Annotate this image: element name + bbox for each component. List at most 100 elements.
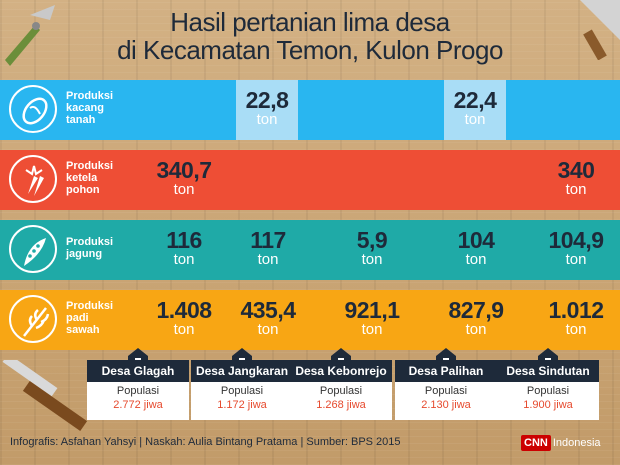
population-card: Populasi 1.268 jiwa (290, 382, 392, 420)
data-cell: 22,8 ton (236, 80, 298, 140)
row-label: Produksi jagung (66, 236, 138, 260)
data-value: 22,4 (453, 87, 497, 113)
data-value: 104 (457, 227, 495, 253)
data-unit: ton (256, 111, 278, 128)
cassava-icon (9, 155, 57, 203)
population-label: Populasi (424, 385, 468, 397)
village-name: Desa Kebonrejo (290, 360, 392, 382)
data-cell: 5,9 ton (326, 220, 418, 280)
population-value: 1.268 jiwa (316, 399, 366, 411)
village-card: Desa Glagah Populasi 2.772 jiwa (87, 348, 189, 420)
data-unit: ton (361, 321, 383, 338)
village-card: Desa Palihan Populasi 2.130 jiwa (395, 348, 497, 420)
population-value: 1.900 jiwa (523, 399, 573, 411)
data-value: 340 (557, 157, 595, 183)
data-cell: 104 ton (430, 220, 522, 280)
data-unit: ton (361, 251, 383, 268)
cnn-indonesia-logo: CNN Indonesia (521, 434, 601, 452)
data-value: 104,9 (548, 227, 604, 253)
data-unit: ton (173, 321, 195, 338)
village-name: Desa Palihan (395, 360, 497, 382)
population-value: 2.772 jiwa (113, 399, 163, 411)
data-unit: ton (464, 111, 486, 128)
row-2: Produksi ketela pohon 340,7 ton 340 ton (0, 150, 620, 210)
data-value: 22,8 (245, 87, 289, 113)
credits: Infografis: Asfahan Yahsyi | Naskah: Aul… (10, 436, 401, 448)
data-unit: ton (465, 251, 487, 268)
garden-tool-icon (2, 360, 88, 431)
data-unit: ton (173, 181, 195, 198)
title-line-1: Hasil pertanian lima desa (170, 7, 450, 37)
village-card: Desa Kebonrejo Populasi 1.268 jiwa (290, 348, 392, 420)
pruning-shears-icon (5, 5, 55, 66)
data-cell: 22,4 ton (444, 80, 506, 140)
data-unit: ton (565, 181, 587, 198)
population-label: Populasi (116, 385, 160, 397)
row-label-line: jagung (66, 248, 103, 260)
data-unit: ton (565, 251, 587, 268)
data-value: 921,1 (344, 297, 400, 323)
trowel-icon (580, 0, 620, 60)
data-cell: 435,4 ton (222, 290, 314, 350)
population-card: Populasi 1.900 jiwa (497, 382, 599, 420)
data-cell: 340 ton (530, 150, 620, 210)
data-value: 1.408 (156, 297, 212, 323)
data-cell: 117 ton (222, 220, 314, 280)
data-value: 116 (166, 227, 202, 253)
population-value: 2.130 jiwa (421, 399, 471, 411)
row-label-line: Produksi (66, 160, 114, 172)
title-line-2: di Kecamatan Temon, Kulon Progo (117, 35, 503, 65)
row-label-line: ketela (66, 172, 98, 184)
data-cell: 1.408 ton (138, 290, 230, 350)
data-unit: ton (173, 251, 195, 268)
corn-icon (9, 225, 57, 273)
row-1: Produksi kacang tanah 22,8 ton 22,4 ton (0, 80, 620, 140)
data-cell: 827,9 ton (430, 290, 522, 350)
data-unit: ton (465, 321, 487, 338)
data-value: 340,7 (156, 157, 212, 183)
row-label: Produksi ketela pohon (66, 160, 138, 196)
row-4: Produksi padi sawah 1.408 ton 435,4 ton 921,1 to… (0, 290, 620, 350)
data-unit: ton (257, 321, 279, 338)
data-cell: 104,9 ton (530, 220, 620, 280)
row-label: Produksi padi sawah (66, 300, 138, 336)
population-card: Populasi 2.130 jiwa (395, 382, 497, 420)
data-cell: 340,7 ton (138, 150, 230, 210)
chart-title: Hasil pertanian lima desa di Kecamatan T… (0, 8, 620, 64)
row-label-line: pohon (66, 184, 100, 196)
village-name: Desa Glagah (87, 360, 189, 382)
row-label-line: Produksi (66, 90, 114, 102)
cnn-logo-text: Indonesia (552, 436, 601, 449)
village-name: Desa Sindutan (497, 360, 599, 382)
village-card: Desa Jangkaran Populasi 1.172 jiwa (191, 348, 293, 420)
row-label-line: tanah (66, 114, 96, 126)
population-label: Populasi (319, 385, 363, 397)
population-label: Populasi (526, 385, 570, 397)
population-card: Populasi 2.772 jiwa (87, 382, 189, 420)
data-value: 1.012 (548, 297, 604, 323)
data-value: 827,9 (448, 297, 504, 323)
row-3: Produksi jagung 116 ton 117 ton 5,9 ton 104 ton 10… (0, 220, 620, 280)
data-cell: 921,1 ton (326, 290, 418, 350)
data-value: 435,4 (240, 297, 296, 323)
population-card: Populasi 1.172 jiwa (191, 382, 293, 420)
row-label-line: sawah (66, 324, 100, 336)
data-value: 117 (250, 227, 286, 253)
population-value: 1.172 jiwa (217, 399, 267, 411)
data-value: 5,9 (356, 227, 388, 253)
population-label: Populasi (220, 385, 264, 397)
data-cell: 116 ton (138, 220, 230, 280)
row-label: Produksi kacang tanah (66, 90, 138, 126)
row-label-line: kacang (66, 102, 104, 114)
cnn-logo-mark: CNN (521, 434, 551, 451)
data-cell: 1.012 ton (530, 290, 620, 350)
data-unit: ton (257, 251, 279, 268)
village-card: Desa Sindutan Populasi 1.900 jiwa (497, 348, 599, 420)
data-unit: ton (565, 321, 587, 338)
row-label-line: Produksi (66, 300, 114, 312)
rice-icon (9, 295, 57, 343)
row-label-line: Produksi (66, 236, 114, 248)
row-label-line: padi (66, 312, 89, 324)
peanut-icon (9, 85, 57, 133)
village-name: Desa Jangkaran (191, 360, 293, 382)
